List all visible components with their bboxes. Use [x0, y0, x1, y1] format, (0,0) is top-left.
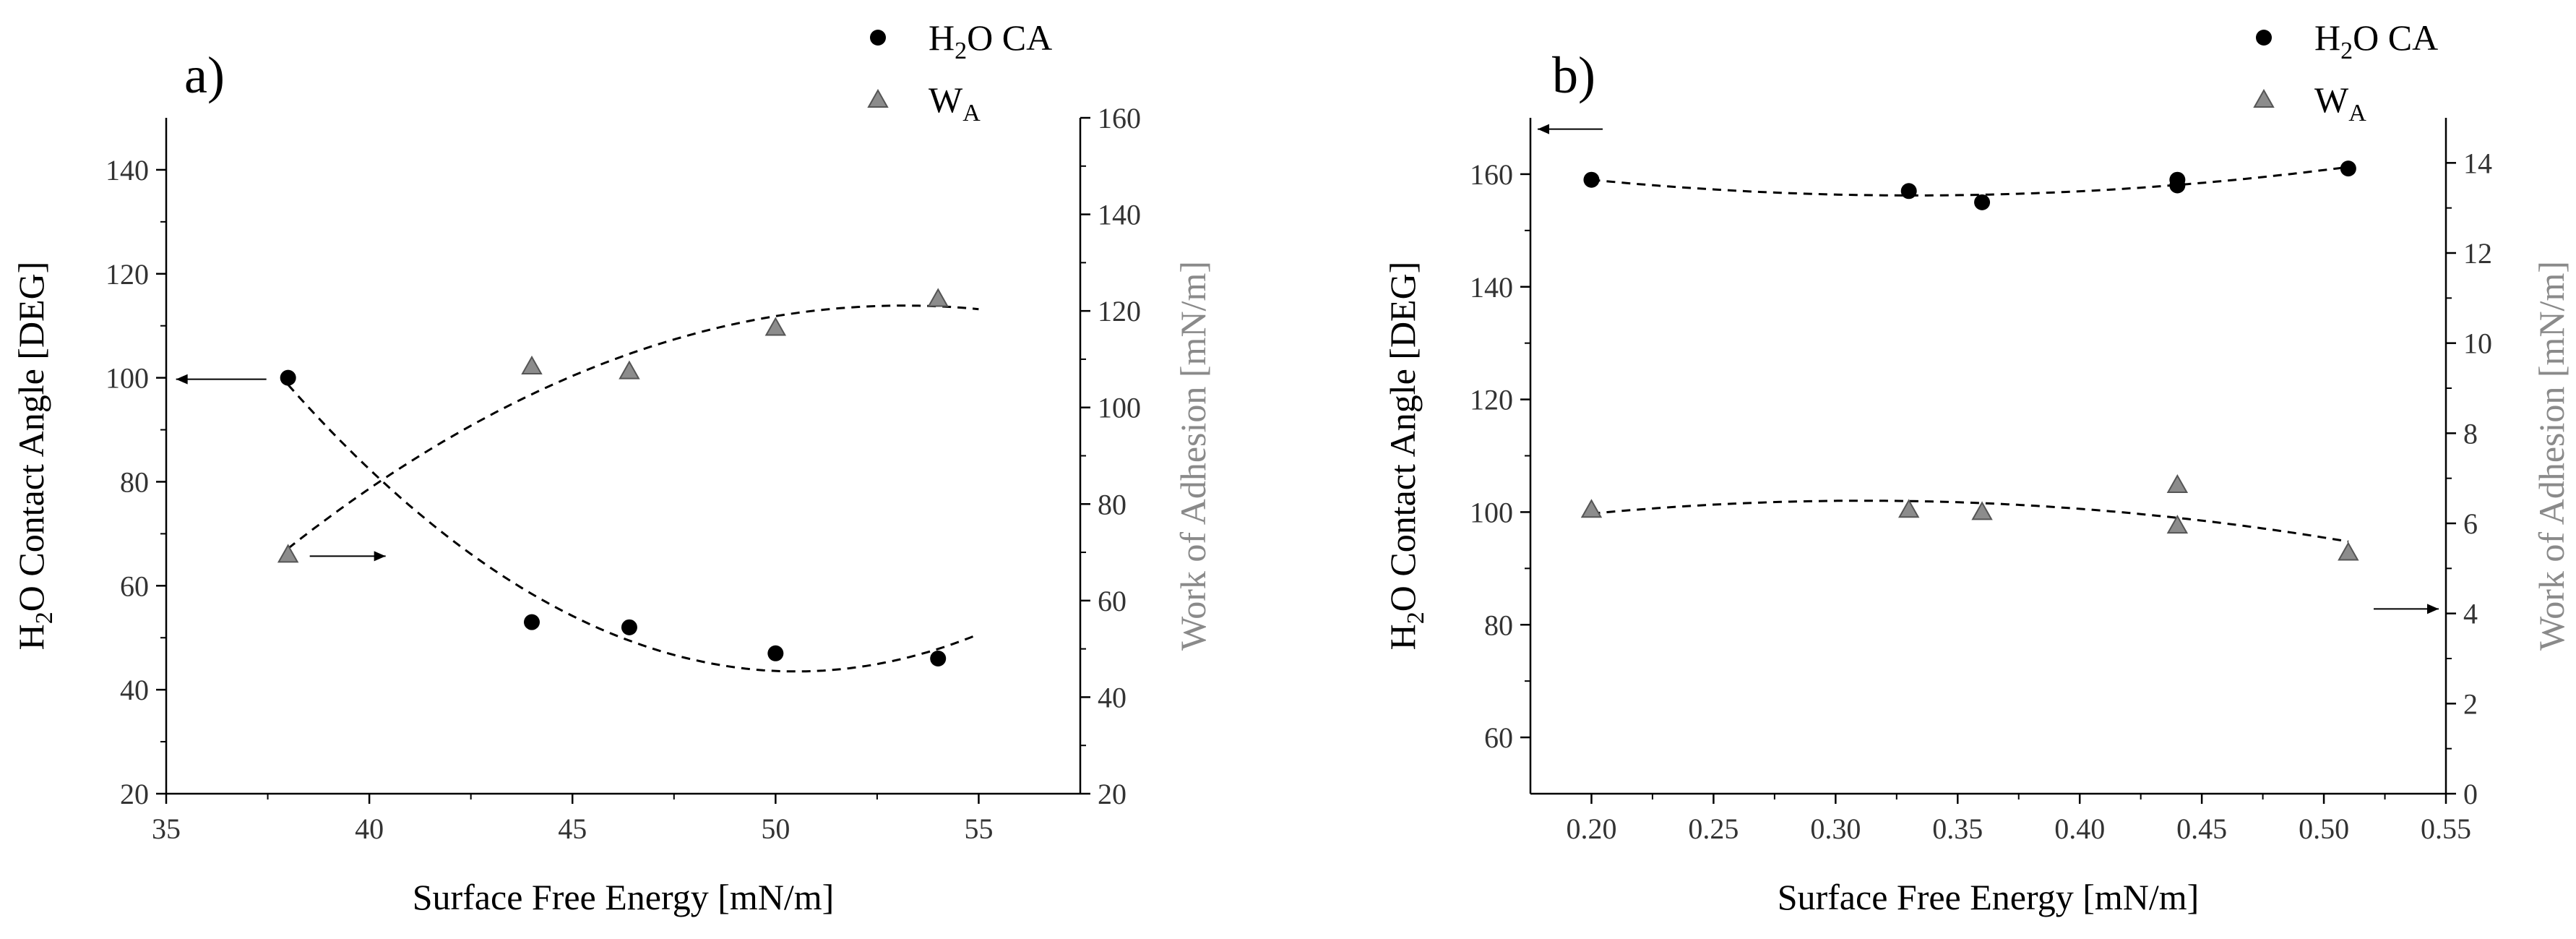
axis-arrow-head [1538, 124, 1549, 134]
axis-arrow-head [2427, 604, 2439, 614]
legend-marker-wa [2253, 88, 2275, 108]
y2-tick-label: 0 [2463, 778, 2478, 810]
panel-label: a) [184, 46, 225, 104]
legend-marker-ca [2256, 30, 2272, 46]
legend-label: H2O CA [2314, 17, 2438, 64]
y-tick-label: 160 [1470, 158, 1513, 191]
data-point-wa [2338, 541, 2359, 561]
y-tick-label: 120 [1470, 384, 1513, 416]
y2-tick-label: 100 [1098, 392, 1141, 424]
y2-tick-label: 10 [2463, 327, 2492, 360]
x-tick-label: 0.50 [2299, 812, 2349, 845]
x-axis-title: Surface Free Energy [mN/m] [413, 877, 835, 917]
y2-tick-label: 8 [2463, 417, 2478, 450]
y-tick-label: 100 [1470, 496, 1513, 528]
x-tick-label: 0.55 [2421, 812, 2471, 845]
y-tick-label: 140 [1470, 271, 1513, 304]
y2-tick-label: 40 [1098, 681, 1127, 713]
y2-tick-label: 4 [2463, 598, 2478, 630]
data-point-ca [930, 651, 947, 666]
axis-arrow-head [374, 551, 386, 562]
data-point-wa [927, 288, 949, 307]
y2-tick-label: 14 [2463, 147, 2492, 179]
data-point-ca [524, 614, 540, 630]
y2-axis-title: Work of Adhesion [mN/m] [2531, 261, 2572, 651]
data-point-wa [2166, 515, 2189, 534]
panel-label: b) [1552, 46, 1595, 104]
x-tick-label: 35 [152, 812, 181, 845]
data-point-wa [619, 360, 640, 380]
legend-marker-wa [867, 88, 889, 108]
data-point-ca [1583, 171, 1600, 188]
y-tick-label: 120 [105, 258, 149, 291]
y-axis-title: H2O Contact Angle [DEG] [11, 262, 58, 651]
data-point-ca [1974, 194, 1991, 210]
axis-arrow-head [176, 374, 188, 385]
x-tick-label: 50 [761, 812, 790, 845]
legend-label: H2O CA [929, 17, 1052, 64]
chart-panel-2: 0.20 0.25 0.30 0.35 0.40 0.45 0.50 0.5560801001… [1382, 17, 2572, 917]
data-point-ca [2340, 160, 2356, 177]
y2-tick-label: 140 [1098, 199, 1141, 231]
x-axis-title: Surface Free Energy [mN/m] [1778, 877, 2200, 917]
y-tick-label: 60 [1484, 721, 1513, 754]
fit-line [287, 384, 979, 673]
x-tick-label: 0.40 [2054, 812, 2105, 845]
x-tick-label: 0.25 [1688, 812, 1739, 845]
fit-line [1591, 166, 2349, 197]
data-point-ca [767, 645, 784, 661]
y2-tick-label: 120 [1098, 295, 1141, 327]
legend-label: WA [929, 80, 981, 127]
y-tick-label: 80 [1484, 609, 1513, 641]
data-point-wa [1897, 499, 1920, 518]
data-point-wa [521, 355, 543, 374]
data-point-wa [277, 544, 299, 563]
y2-tick-label: 60 [1098, 585, 1127, 617]
data-point-wa [1971, 501, 1993, 520]
chart-panel-1: 35 40 45 50 55 20 40 60 80 100 120 140 20 40 60 80 100 12… [11, 17, 1213, 917]
y-tick-label: 100 [105, 362, 149, 395]
x-tick-label: 0.35 [1932, 812, 1983, 845]
legend-marker-ca [870, 30, 886, 46]
data-point-wa [1580, 499, 1603, 518]
y2-tick-label: 12 [2463, 237, 2492, 270]
x-tick-label: 0.30 [1810, 812, 1861, 845]
y2-tick-label: 2 [2463, 687, 2478, 720]
data-point-ca [1900, 183, 1917, 200]
data-point-ca [280, 369, 296, 386]
legend-label: WA [2314, 80, 2366, 127]
x-tick-label: 45 [558, 812, 587, 845]
x-tick-label: 40 [355, 812, 384, 845]
fit-line [1591, 499, 2349, 543]
y2-tick-label: 6 [2463, 507, 2478, 540]
y2-axis-title: Work of Adhesion [mN/m] [1173, 261, 1213, 651]
fit-line [287, 304, 979, 549]
data-point-wa [2166, 473, 2189, 494]
y-tick-label: 60 [120, 570, 149, 602]
y-axis-title: H2O Contact Angle [DEG] [1382, 262, 1429, 651]
data-point-wa [764, 317, 787, 336]
data-point-ca [621, 619, 637, 635]
y-tick-label: 140 [105, 154, 149, 186]
data-point-ca [2169, 177, 2186, 194]
x-tick-label: 55 [964, 812, 993, 845]
y-tick-label: 40 [120, 674, 149, 706]
y2-tick-label: 160 [1098, 102, 1141, 134]
y-tick-label: 80 [120, 466, 149, 498]
x-tick-label: 0.45 [2176, 812, 2227, 845]
y2-tick-label: 20 [1098, 778, 1127, 810]
y-tick-label: 20 [120, 778, 149, 810]
y2-tick-label: 80 [1098, 488, 1127, 520]
x-tick-label: 0.20 [1566, 812, 1616, 845]
